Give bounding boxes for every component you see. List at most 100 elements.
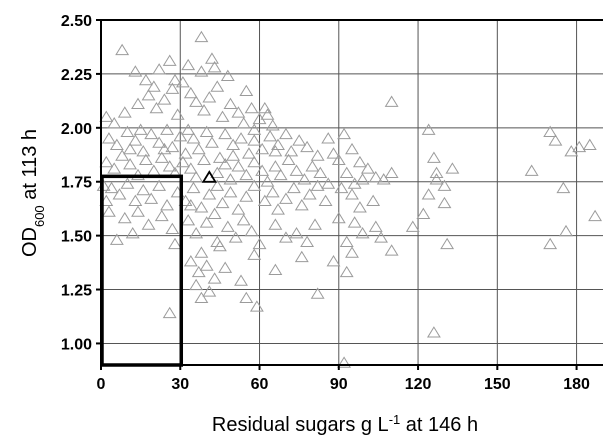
data-point	[197, 104, 211, 116]
data-point	[321, 177, 336, 189]
data-point	[186, 132, 201, 144]
data-point	[162, 160, 177, 172]
data-point	[331, 153, 346, 166]
data-point	[165, 82, 180, 94]
data-point	[144, 127, 159, 140]
data-point	[572, 140, 587, 153]
data-point	[588, 209, 603, 222]
data-point	[202, 188, 217, 200]
data-point	[339, 166, 354, 178]
data-point	[207, 272, 222, 284]
data-point	[165, 222, 180, 235]
data-point	[279, 231, 293, 243]
data-point	[239, 84, 254, 97]
data-point	[117, 211, 132, 224]
data-point	[101, 132, 116, 144]
data-point	[239, 168, 254, 181]
data-point	[368, 170, 383, 183]
data-point	[426, 326, 441, 338]
data-point	[189, 278, 204, 291]
x-tick-label: 150	[484, 376, 511, 393]
data-point	[128, 134, 143, 146]
data-point	[268, 263, 283, 276]
data-point	[218, 261, 233, 273]
x-tick-label: 60	[251, 376, 269, 393]
data-point	[429, 173, 444, 185]
data-point	[347, 216, 362, 228]
data-point	[107, 162, 122, 174]
x-axis-label: Residual sugars g L-1 at 146 h	[212, 412, 478, 437]
data-point	[189, 227, 204, 239]
data-point	[207, 60, 222, 73]
data-point	[524, 164, 539, 176]
data-point	[234, 274, 248, 286]
data-point	[260, 175, 275, 187]
data-point	[199, 259, 214, 271]
data-point	[249, 300, 264, 312]
data-point	[289, 164, 304, 176]
data-point	[286, 181, 301, 194]
data-point	[305, 160, 320, 172]
data-point	[384, 95, 399, 107]
data-point	[556, 181, 571, 194]
data-point	[260, 108, 275, 120]
y-tick-label: 1.25	[61, 283, 92, 300]
data-point	[109, 233, 124, 245]
data-point	[345, 246, 359, 258]
y-axis-label: OD600 at 113 h	[19, 129, 47, 257]
data-point	[302, 188, 317, 200]
y-tick-label: 1.00	[61, 336, 92, 353]
data-point	[239, 190, 254, 202]
data-point	[205, 136, 219, 148]
data-point	[437, 179, 452, 191]
data-point	[183, 198, 198, 211]
data-point	[157, 142, 172, 155]
data-point	[271, 203, 285, 215]
data-point	[181, 214, 196, 226]
data-point	[247, 179, 262, 191]
data-point	[440, 237, 455, 250]
data-point	[292, 134, 307, 146]
data-point	[355, 227, 370, 239]
data-point	[181, 58, 196, 71]
data-point	[173, 129, 188, 142]
data-point	[194, 30, 209, 43]
data-point	[374, 231, 389, 243]
data-point	[268, 218, 283, 230]
data-point	[207, 207, 222, 219]
data-point	[255, 164, 270, 176]
data-point	[210, 80, 225, 92]
data-point	[265, 119, 280, 131]
data-point	[337, 356, 352, 368]
data-point	[104, 181, 119, 194]
data-point	[223, 186, 238, 198]
data-point	[429, 166, 444, 178]
data-point	[368, 220, 383, 232]
data-point	[426, 151, 441, 163]
data-point	[255, 142, 270, 155]
data-point	[149, 101, 164, 114]
data-point	[310, 287, 325, 299]
data-point	[310, 149, 325, 161]
data-point	[115, 43, 130, 56]
data-point	[215, 110, 230, 122]
y-tick-label: 1.75	[61, 175, 92, 192]
data-point	[136, 183, 151, 196]
data-point	[189, 95, 204, 107]
data-point	[125, 227, 140, 239]
data-point	[223, 97, 238, 109]
tick-labels: 0 30 60 90 120 150 180 1.00 1.25 1.50 1.75 2.00 2.25…	[61, 13, 590, 393]
data-point	[218, 127, 233, 140]
x-tick-label: 90	[330, 376, 348, 393]
data-point	[244, 224, 259, 237]
data-point	[154, 209, 169, 222]
data-point	[279, 192, 293, 204]
data-point	[194, 65, 209, 77]
data-point	[218, 158, 233, 170]
data-point	[109, 138, 124, 150]
data-point	[405, 220, 420, 232]
data-point	[123, 158, 138, 170]
x-tick-label: 180	[563, 376, 590, 393]
data-point	[205, 52, 219, 64]
